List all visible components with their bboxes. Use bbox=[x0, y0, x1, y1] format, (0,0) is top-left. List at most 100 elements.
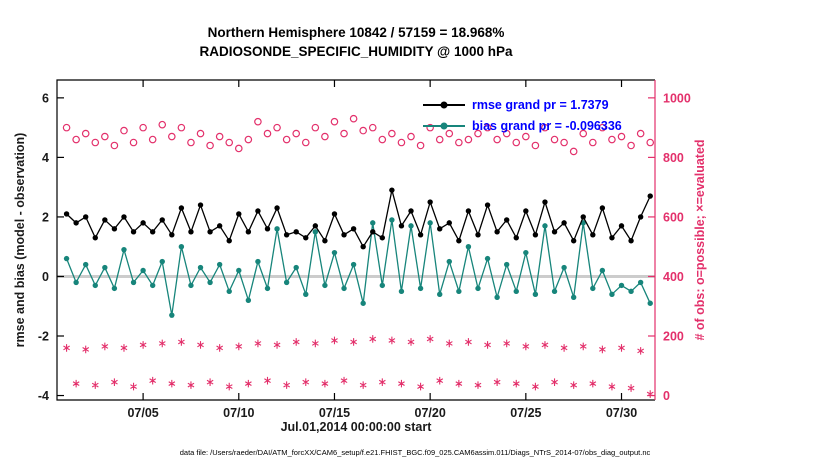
tick-label: 1000 bbox=[663, 91, 691, 105]
bias-marker bbox=[73, 279, 79, 286]
bias-marker bbox=[561, 264, 567, 271]
bias-marker bbox=[102, 264, 108, 271]
bias-marker bbox=[599, 267, 606, 274]
bias-marker bbox=[216, 261, 223, 268]
rmse-marker bbox=[427, 199, 433, 205]
rmse-marker bbox=[465, 208, 472, 214]
bias-marker bbox=[590, 285, 596, 292]
rmse-marker bbox=[637, 214, 644, 220]
bias-marker bbox=[83, 261, 89, 268]
rmse-marker bbox=[121, 214, 127, 220]
rmse-marker bbox=[169, 232, 175, 238]
rmse-marker bbox=[561, 220, 567, 226]
chart-title-line2: RADIOSONDE_SPECIFIC_HUMIDITY @ 1000 hPa bbox=[199, 44, 513, 59]
rmse-marker bbox=[408, 208, 414, 214]
bias-line-sample-icon bbox=[423, 122, 465, 130]
bias-marker bbox=[63, 255, 70, 262]
legend-label-bias: bias grand pr = -0.096336 bbox=[472, 118, 622, 133]
bias-marker bbox=[523, 249, 529, 256]
tick-label: 600 bbox=[663, 210, 684, 224]
tick-label: 0 bbox=[42, 270, 49, 284]
rmse-marker bbox=[216, 223, 223, 229]
bias-marker bbox=[149, 282, 156, 289]
bias-marker bbox=[236, 267, 242, 274]
rmse-line-sample-icon bbox=[423, 101, 465, 109]
tick-label: 0 bbox=[663, 389, 670, 403]
bias-marker bbox=[446, 258, 452, 265]
rmse-marker bbox=[236, 211, 242, 217]
rmse-marker bbox=[379, 235, 386, 241]
bias-marker bbox=[303, 291, 309, 298]
bias-marker bbox=[532, 291, 539, 298]
rmse-marker bbox=[197, 202, 204, 208]
bias-marker bbox=[408, 223, 414, 229]
rmse-marker bbox=[226, 238, 232, 244]
possible-obs-series bbox=[62, 114, 655, 156]
bias-marker bbox=[389, 217, 395, 223]
bias-marker bbox=[121, 246, 127, 253]
bias-marker bbox=[475, 285, 481, 292]
rmse-marker bbox=[102, 217, 108, 223]
rmse-marker bbox=[609, 235, 615, 241]
tick-label: 200 bbox=[663, 330, 684, 344]
rmse-marker bbox=[494, 229, 500, 235]
bias-marker bbox=[542, 223, 548, 229]
tick-label: 400 bbox=[663, 270, 684, 284]
rmse-marker bbox=[532, 232, 539, 238]
rmse-marker bbox=[618, 223, 625, 229]
bias-marker bbox=[283, 279, 290, 286]
tick-label: 07/15 bbox=[319, 406, 350, 420]
rmse-marker bbox=[542, 199, 548, 205]
bias-marker bbox=[331, 249, 338, 256]
bias-marker bbox=[551, 288, 558, 295]
bias-marker bbox=[370, 220, 376, 226]
bias-marker bbox=[188, 282, 194, 289]
tick-label: 07/30 bbox=[606, 406, 637, 420]
bias-marker bbox=[130, 279, 137, 286]
rmse-marker bbox=[188, 229, 194, 235]
bias-marker bbox=[207, 279, 213, 286]
bias-marker bbox=[618, 282, 625, 289]
legend-label-rmse: rmse grand pr = 1.7379 bbox=[472, 97, 609, 112]
bias-marker bbox=[379, 282, 386, 289]
tick-label: 07/20 bbox=[415, 406, 446, 420]
rmse-marker bbox=[331, 211, 338, 217]
rmse-marker bbox=[513, 235, 519, 241]
tick-label: 2 bbox=[42, 210, 49, 224]
bias-marker bbox=[255, 258, 261, 265]
rmse-marker bbox=[370, 229, 376, 235]
rmse-marker bbox=[580, 214, 586, 220]
tick-label: 800 bbox=[663, 151, 684, 165]
rmse-marker bbox=[503, 217, 510, 223]
bias-marker bbox=[647, 300, 653, 306]
rmse-marker bbox=[255, 208, 261, 214]
bias-marker bbox=[111, 285, 118, 292]
rmse-marker bbox=[628, 238, 634, 244]
bias-marker bbox=[456, 288, 462, 295]
evaluated-obs-series bbox=[63, 335, 654, 398]
rmse-marker bbox=[523, 208, 529, 214]
bias-marker bbox=[92, 282, 98, 289]
rmse-marker bbox=[303, 235, 309, 241]
rmse-marker bbox=[322, 238, 328, 244]
left-axis-label: rmse and bias (model - observation) bbox=[13, 132, 27, 348]
rmse-marker bbox=[207, 229, 213, 235]
data-file-caption: data file: /Users/raeder/DAI/ATM_forcXX/… bbox=[179, 448, 651, 457]
bias-marker bbox=[398, 288, 405, 295]
bias-marker bbox=[513, 288, 519, 295]
bias-marker bbox=[628, 288, 634, 295]
legend: rmse grand pr = 1.7379 bias grand pr = -… bbox=[423, 94, 622, 136]
chart-title-line1: Northern Hemisphere 10842 / 57159 = 18.9… bbox=[207, 25, 505, 40]
bias-marker bbox=[169, 312, 175, 318]
rmse-marker bbox=[350, 226, 357, 232]
rmse-marker bbox=[590, 232, 596, 238]
tick-label: 07/25 bbox=[510, 406, 541, 420]
rmse-marker bbox=[551, 229, 558, 235]
bias-marker bbox=[264, 285, 271, 292]
bias-marker bbox=[226, 288, 232, 295]
rmse-marker bbox=[398, 223, 405, 229]
bias-marker bbox=[609, 291, 615, 298]
bias-marker bbox=[322, 282, 328, 289]
rmse-marker bbox=[63, 211, 70, 217]
